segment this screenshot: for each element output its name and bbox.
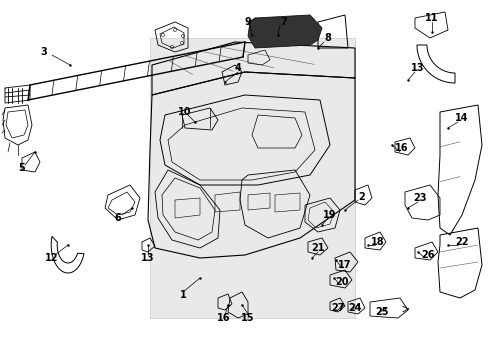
Text: 25: 25	[374, 307, 388, 317]
Text: 16: 16	[394, 143, 408, 153]
Text: 22: 22	[454, 237, 468, 247]
Text: 21: 21	[311, 243, 324, 253]
Polygon shape	[247, 15, 321, 48]
Text: 20: 20	[335, 277, 348, 287]
Text: 2: 2	[358, 192, 365, 202]
Text: 7: 7	[280, 17, 287, 27]
Text: 4: 4	[234, 63, 241, 73]
Text: 1: 1	[179, 290, 186, 300]
Text: 27: 27	[330, 303, 344, 313]
Text: 19: 19	[323, 210, 336, 220]
Text: 9: 9	[244, 17, 251, 27]
Text: 24: 24	[347, 303, 361, 313]
Text: 14: 14	[454, 113, 468, 123]
Text: 13: 13	[410, 63, 424, 73]
Text: 16: 16	[217, 313, 230, 323]
Text: 8: 8	[324, 33, 331, 43]
Text: 23: 23	[412, 193, 426, 203]
Text: 15: 15	[241, 313, 254, 323]
Text: 18: 18	[370, 237, 384, 247]
Text: 26: 26	[420, 250, 434, 260]
Text: 12: 12	[45, 253, 59, 263]
Text: 17: 17	[338, 260, 351, 270]
Text: 11: 11	[425, 13, 438, 23]
Text: 3: 3	[41, 47, 47, 57]
Text: 5: 5	[19, 163, 25, 173]
Text: 6: 6	[114, 213, 121, 223]
Text: 13: 13	[141, 253, 154, 263]
Bar	[150, 38, 354, 318]
Text: 10: 10	[178, 107, 191, 117]
